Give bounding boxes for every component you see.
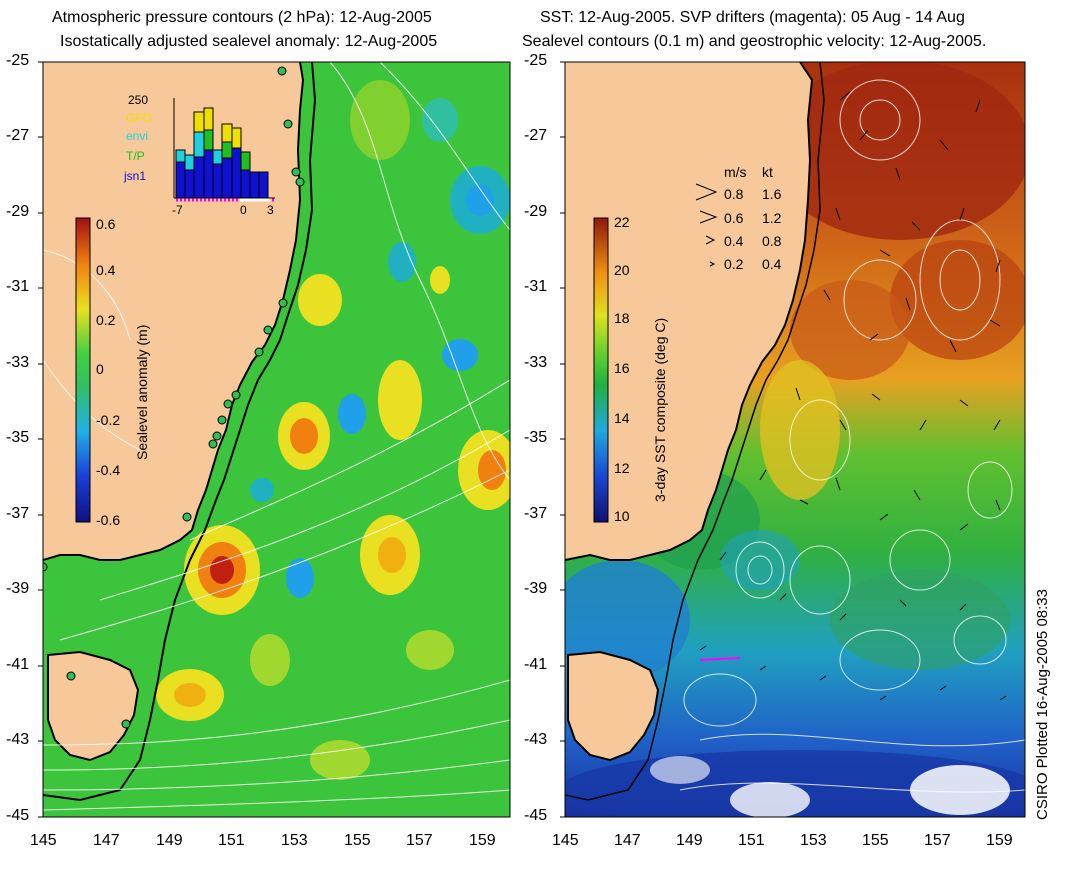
inset-count-label: 250 [128, 93, 149, 107]
sst-colorbar-tick: 14 [614, 410, 630, 426]
right-map [565, 62, 1025, 817]
left-lat-tick: -35 [6, 429, 30, 446]
right-lon-tick: 157 [924, 832, 951, 849]
left-lat-tick: -37 [6, 505, 30, 522]
right-lon-tick: 149 [676, 832, 703, 849]
sst-colorbar-tick: 12 [614, 460, 630, 476]
inset-x-tick: 0 [240, 203, 247, 217]
inset-histogram [173, 98, 275, 202]
left-lat-tick: -25 [6, 52, 30, 69]
sst-colorbar [593, 217, 609, 523]
left-lon-tick: 155 [344, 832, 371, 849]
left-lat-tick: -29 [6, 203, 30, 220]
right-lon-tick: 155 [862, 832, 889, 849]
inset-x-tick: 3 [267, 203, 274, 217]
speed-legend-header-ms: m/s [724, 164, 747, 180]
sla-colorbar-tick: -0.6 [96, 512, 121, 528]
right-land [565, 62, 812, 560]
right-lat-tick: -45 [524, 807, 548, 824]
speed-legend-ms: 0.6 [724, 210, 744, 226]
left-lon-tick: 159 [469, 832, 496, 849]
speed-legend-ms: 0.8 [724, 186, 744, 202]
right-lon-tick: 151 [738, 832, 765, 849]
speed-legend-ms: 0.4 [724, 233, 744, 249]
left-lat-tick: -33 [6, 354, 30, 371]
right-lon-tick: 145 [552, 832, 579, 849]
velocity-arrows [699, 91, 1007, 701]
left-lon-tick: 151 [218, 832, 245, 849]
right-lat-tick: -37 [524, 505, 548, 522]
right-lat-tick: -41 [524, 656, 548, 673]
right-lat-tick: -39 [524, 580, 548, 597]
right-tasmania-coast [567, 650, 660, 762]
left-lat-tick: -27 [6, 127, 30, 144]
right-lon-tick: 147 [614, 832, 641, 849]
left-lon-tick: 149 [156, 832, 183, 849]
sla-colorbar-tick: 0.2 [96, 312, 116, 328]
speed-legend-ms: 0.2 [724, 256, 744, 272]
right-lon-tick: 159 [986, 832, 1013, 849]
speed-legend-arrows [695, 183, 718, 267]
left-tasmania-coast [47, 650, 140, 762]
left-lat-tick: -45 [6, 807, 30, 824]
left-lon-tick: 145 [30, 832, 57, 849]
right-title-line2: Sealevel contours (0.1 m) and geostrophi… [522, 33, 987, 50]
right-lon-tick: 153 [800, 832, 827, 849]
right-lat-tick: -35 [524, 429, 548, 446]
sla-colorbar-label: Sealevel anomaly (m) [134, 324, 150, 460]
sst-colorbar-tick: 18 [614, 310, 630, 326]
tick-marks [38, 61, 565, 818]
inset-legend-jsn1: jsn1 [124, 169, 147, 183]
sla-anomaly-blobs [156, 80, 510, 780]
sla-colorbar [75, 217, 91, 523]
right-title-line1: SST: 12-Aug-2005. SVP drifters (magenta)… [540, 9, 965, 26]
drifter-track [699, 657, 741, 661]
inset-x-tick: -7 [172, 203, 183, 217]
inset-legend-tp: T/P [126, 149, 145, 163]
right-tasmania [568, 652, 658, 760]
pressure-contours [43, 62, 510, 811]
left-shelf-line [43, 62, 317, 802]
sla-colorbar-tick: -0.2 [96, 412, 121, 428]
left-lat-tick: -39 [6, 580, 30, 597]
right-lat-tick: -29 [524, 203, 548, 220]
left-lon-tick: 157 [406, 832, 433, 849]
inset-legend-gfo: GFO [126, 111, 152, 125]
sla-colorbar-tick: 0.4 [96, 262, 116, 278]
right-lat-tick: -33 [524, 354, 548, 371]
speed-legend-kt: 1.6 [762, 186, 782, 202]
left-coastline [43, 62, 305, 561]
sst-colorbar-label: 3-day SST composite (deg C) [652, 317, 668, 502]
sst-colorbar-tick: 16 [614, 360, 630, 376]
right-lat-tick: -25 [524, 52, 548, 69]
speed-legend-kt: 0.4 [762, 256, 782, 272]
sla-colorbar-tick: 0.6 [96, 216, 116, 232]
left-title-line2: Isostatically adjusted sealevel anomaly:… [60, 33, 438, 50]
left-title-line1: Atmospheric pressure contours (2 hPa): 1… [52, 9, 432, 26]
sla-colorbar-tick: -0.4 [96, 462, 121, 478]
sst-colorbar-tick: 10 [614, 508, 630, 524]
left-lat-tick: -43 [6, 731, 30, 748]
right-lat-tick: -27 [524, 127, 548, 144]
speed-legend-header-kt: kt [762, 164, 773, 180]
sst-colorbar-tick: 22 [614, 214, 630, 230]
right-coastline [565, 62, 814, 561]
right-lat-tick: -43 [524, 731, 548, 748]
left-map [43, 62, 510, 817]
speed-legend-kt: 0.8 [762, 233, 782, 249]
left-lat-tick: -31 [6, 278, 30, 295]
left-lon-tick: 147 [93, 832, 120, 849]
sst-colorbar-tick: 20 [614, 262, 630, 278]
right-shelf-line [565, 62, 825, 801]
left-lat-tick: -41 [6, 656, 30, 673]
inset-legend-envi: envi [126, 129, 149, 143]
tide-gauge-dots [43, 66, 305, 729]
csiro-credit: CSIRO Plotted 16-Aug-2005 08:33 [1034, 589, 1051, 820]
speed-legend-kt: 1.2 [762, 210, 782, 226]
sla-colorbar-tick: 0 [96, 361, 104, 377]
right-lat-tick: -31 [524, 278, 548, 295]
left-lon-tick: 153 [281, 832, 308, 849]
